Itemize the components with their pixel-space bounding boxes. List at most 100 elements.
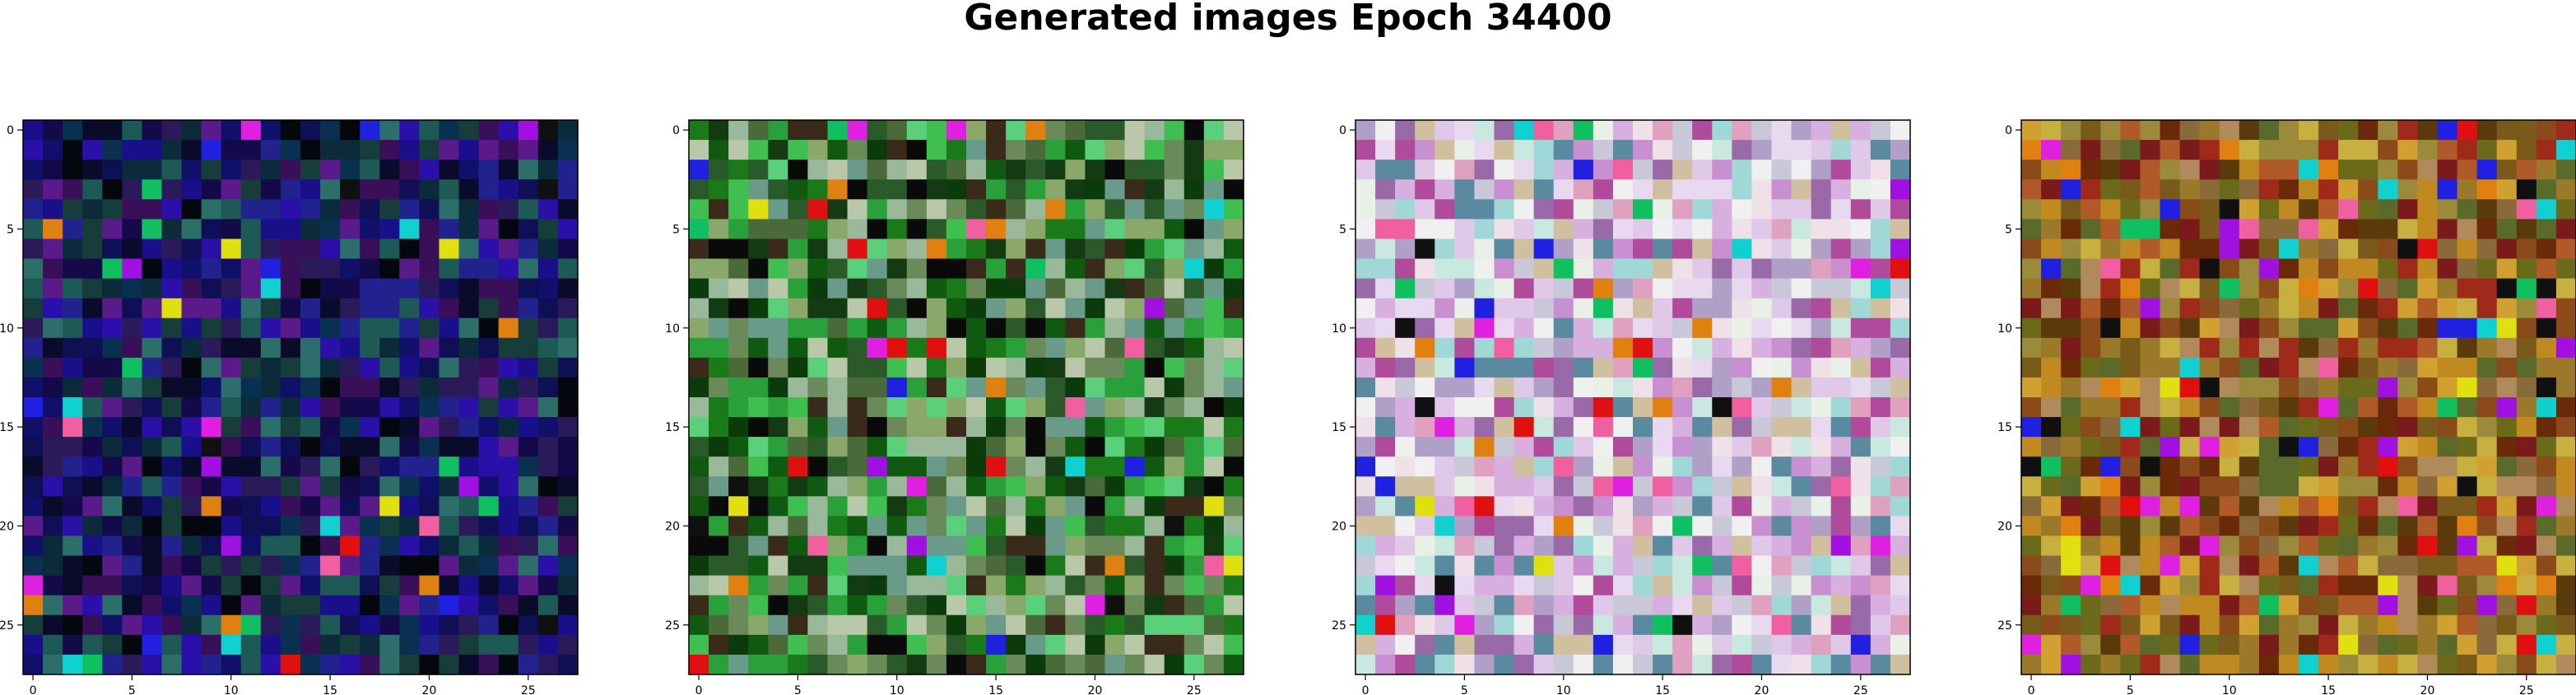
pixel-cell bbox=[2219, 575, 2240, 596]
pixel-cell bbox=[419, 278, 440, 299]
pixel-cell bbox=[2160, 278, 2181, 299]
pixel-cell bbox=[847, 199, 868, 220]
pixel-cell bbox=[1811, 595, 1832, 616]
pixel-cell bbox=[260, 278, 281, 299]
pixel-cell bbox=[2081, 258, 2101, 280]
pixel-cell bbox=[1223, 417, 1244, 438]
pixel-cell bbox=[1124, 179, 1146, 200]
pixel-cell bbox=[1454, 278, 1476, 299]
pixel-cell bbox=[748, 417, 769, 438]
pixel-cell bbox=[2140, 516, 2161, 537]
pixel-cell bbox=[1494, 595, 1515, 616]
pixel-cell bbox=[1553, 397, 1574, 418]
pixel-cell bbox=[2476, 298, 2498, 319]
pixel-cell bbox=[122, 199, 143, 220]
pixel-cell bbox=[280, 397, 301, 418]
pixel-cell bbox=[1732, 160, 1753, 180]
pixel-cell bbox=[1573, 377, 1594, 398]
pixel-cell bbox=[458, 496, 480, 517]
pixel-cell bbox=[419, 357, 440, 378]
pixel-cell bbox=[419, 575, 440, 596]
pixel-cell bbox=[43, 120, 63, 141]
pixel-cell bbox=[689, 377, 709, 398]
pixel-cell bbox=[1104, 634, 1126, 656]
pixel-cell bbox=[2140, 298, 2161, 319]
pixel-cell bbox=[1124, 535, 1146, 557]
pixel-cell bbox=[2219, 179, 2240, 200]
pixel-cell bbox=[1006, 357, 1026, 378]
pixel-cell bbox=[201, 357, 222, 378]
pixel-cell bbox=[827, 476, 849, 497]
pixel-cell bbox=[1395, 555, 1416, 577]
pixel-cell bbox=[2496, 496, 2518, 517]
pixel-cell bbox=[1203, 179, 1225, 200]
pixel-cell bbox=[2120, 595, 2141, 616]
pixel-cell bbox=[2021, 555, 2042, 577]
pixel-cell bbox=[986, 496, 1007, 517]
pixel-cell bbox=[399, 140, 421, 160]
pixel-cell bbox=[379, 160, 400, 180]
pixel-cell bbox=[478, 199, 500, 220]
pixel-cell bbox=[946, 516, 967, 537]
pixel-cell bbox=[2358, 456, 2378, 477]
pixel-cell bbox=[379, 417, 400, 438]
pixel-cell bbox=[1612, 496, 1634, 517]
pixel-cell bbox=[768, 357, 788, 378]
pixel-cell bbox=[2160, 555, 2181, 577]
pixel-cell bbox=[1771, 140, 1793, 160]
pixel-cell bbox=[1223, 516, 1244, 537]
x-tick-label: 0 bbox=[695, 684, 703, 695]
pixel-cell bbox=[1415, 219, 1435, 240]
pixel-cell bbox=[142, 614, 163, 636]
pixel-cell bbox=[161, 555, 183, 577]
pixel-cell bbox=[1573, 437, 1594, 457]
pixel-cell bbox=[1830, 417, 1852, 438]
pixel-cell bbox=[161, 496, 183, 517]
pixel-cell bbox=[2555, 160, 2576, 180]
pixel-cell bbox=[1124, 357, 1146, 378]
pixel-cell bbox=[340, 634, 360, 656]
pixel-cell bbox=[181, 496, 202, 517]
pixel-cell bbox=[2041, 595, 2062, 616]
pixel-cell bbox=[498, 614, 519, 636]
pixel-cell bbox=[82, 575, 103, 596]
pixel-cell bbox=[2318, 258, 2339, 280]
pixel-cell bbox=[1006, 476, 1026, 497]
pixel-cell bbox=[2417, 179, 2439, 200]
pixel-cell bbox=[498, 179, 519, 200]
pixel-cell bbox=[2338, 278, 2359, 299]
pixel-cell bbox=[557, 179, 579, 200]
pixel-cell bbox=[1085, 199, 1106, 220]
pixel-cell bbox=[867, 456, 888, 477]
pixel-cell bbox=[161, 516, 183, 537]
pixel-cell bbox=[1791, 357, 1812, 378]
pixel-cell bbox=[2199, 140, 2220, 160]
pixel-cell bbox=[867, 179, 888, 200]
pixel-cell bbox=[320, 476, 341, 497]
pixel-cell bbox=[807, 496, 829, 517]
pixel-cell bbox=[1124, 160, 1146, 180]
pixel-cell bbox=[399, 595, 421, 616]
pixel-cell bbox=[1850, 258, 1872, 280]
pixel-cell bbox=[280, 317, 301, 339]
pixel-cell bbox=[827, 278, 849, 299]
pixel-cell bbox=[1890, 317, 1911, 339]
pixel-cell bbox=[1890, 614, 1911, 636]
pixel-cell bbox=[2239, 516, 2260, 537]
pixel-cell bbox=[2278, 258, 2299, 280]
pixel-cell bbox=[2219, 417, 2240, 438]
pixel-cell bbox=[1633, 179, 1653, 200]
pixel-cell bbox=[966, 160, 987, 180]
pixel-cell bbox=[689, 614, 709, 636]
pixel-cell bbox=[1553, 199, 1574, 220]
pixel-cell bbox=[498, 219, 519, 240]
pixel-cell bbox=[886, 417, 908, 438]
pixel-cell bbox=[1633, 437, 1653, 457]
pixel-cell bbox=[1474, 120, 1495, 141]
pixel-cell bbox=[1732, 516, 1753, 537]
pixel-cell bbox=[1415, 239, 1435, 260]
pixel-cell bbox=[1514, 258, 1535, 280]
pixel-cell bbox=[1653, 417, 1673, 438]
pixel-cell bbox=[1712, 219, 1732, 240]
pixel-cell bbox=[1085, 437, 1106, 457]
